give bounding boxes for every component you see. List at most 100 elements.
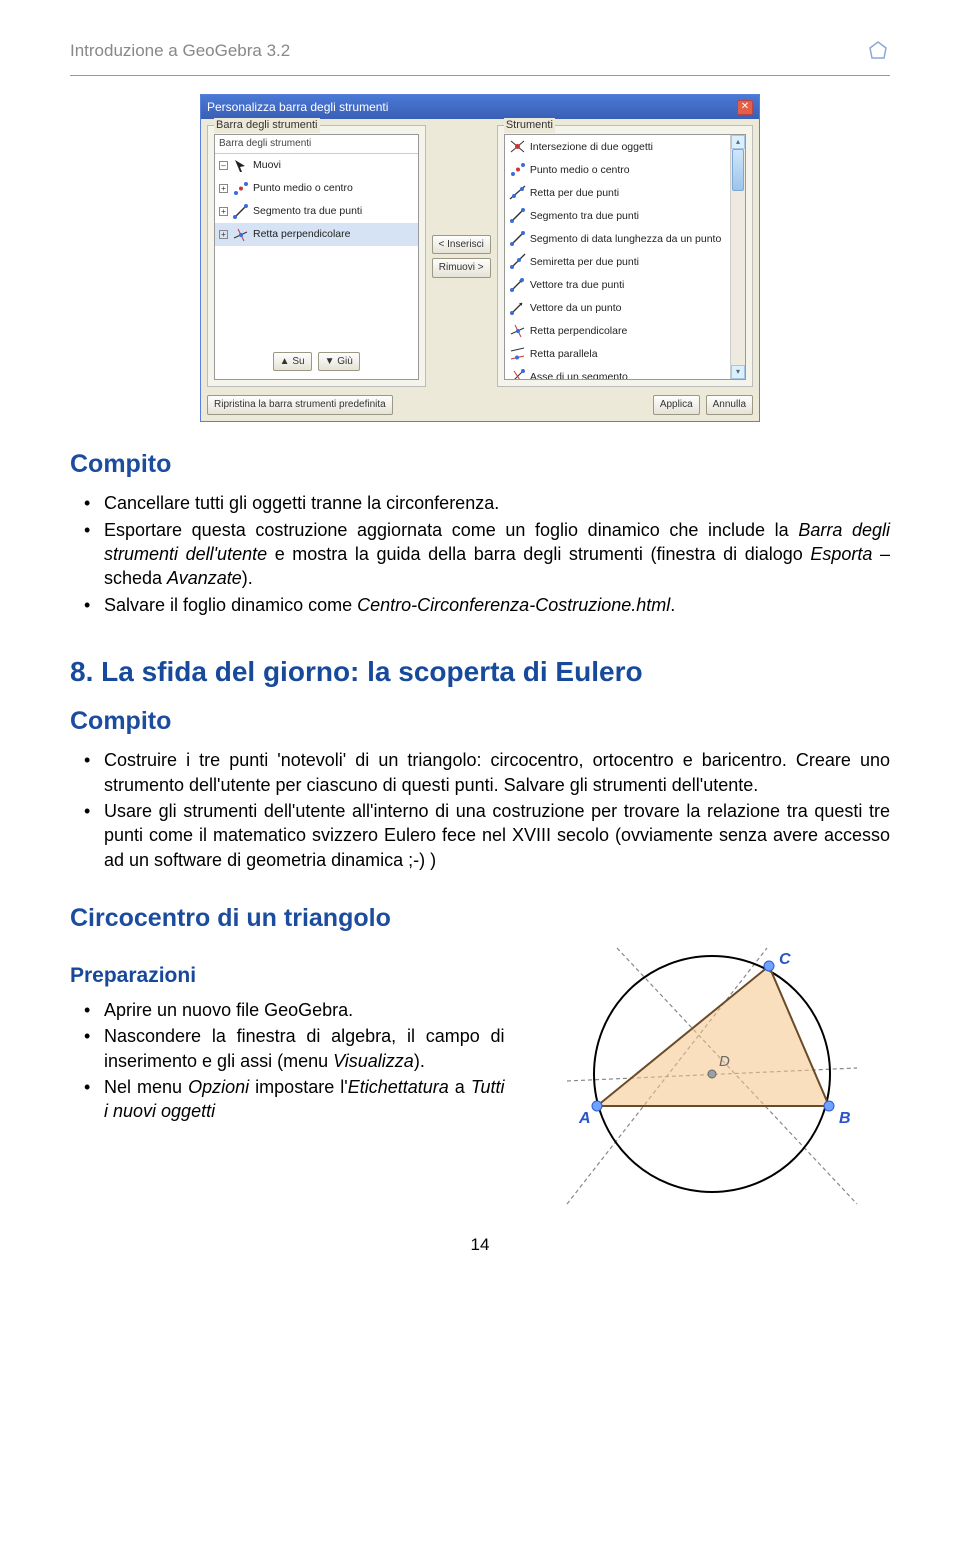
expand-icon[interactable]: – [219,161,228,170]
expand-icon[interactable]: + [219,207,228,216]
col-right: A B C D [535,946,891,1206]
page-header: Introduzione a GeoGebra 3.2 [70,40,890,76]
text: Salvare il foglio dinamico come [104,595,357,615]
nav-buttons: ▲ Su ▼ Giù [215,352,418,372]
text: Esporta [810,544,872,564]
left-panel-legend: Barra degli strumenti [214,118,320,133]
tree-item-selected[interactable]: + Retta perpendicolare [215,223,418,246]
right-item-label: Asse di un segmento [530,370,628,381]
point-b [824,1101,834,1111]
expand-icon[interactable]: + [219,184,228,193]
mid-buttons: < Inserisci Rimuovi > [430,235,493,278]
segment-tool-icon [232,203,249,220]
text: . [670,595,675,615]
right-list: Intersezione di due oggetti Punto medio o… [505,135,745,380]
scrollbar[interactable]: ▴ ▾ [730,135,745,379]
tool-icon [509,322,526,339]
page-number: 14 [70,1234,890,1257]
tree-item[interactable]: + Segmento tra due punti [215,200,418,223]
point-a [592,1101,602,1111]
right-list-item[interactable]: Punto medio o centro [505,158,745,181]
tree-item-label: Segmento tra due punti [253,204,362,218]
right-list-item[interactable]: Retta per due punti [505,181,745,204]
right-item-label: Retta per due punti [530,186,619,200]
expand-icon[interactable]: + [219,230,228,239]
tree-item-label: Punto medio o centro [253,181,353,195]
section-heading-euler: 8. La sfida del giorno: la scoperta di E… [70,653,890,691]
up-button[interactable]: ▲ Su [273,352,312,372]
point-c [764,961,774,971]
text: Visualizza [333,1051,414,1071]
text: Centro-Circonferenza-Costruzione.html [357,595,670,615]
header-logo-icon [866,40,890,71]
right-list-item[interactable]: Asse di un segmento [505,365,745,380]
list-item: Salvare il foglio dinamico come Centro-C… [104,593,890,617]
restore-button[interactable]: Ripristina la barra strumenti predefinit… [207,395,393,415]
dialog-footer: Ripristina la barra strumenti predefinit… [201,391,759,421]
bullet-list-3: Aprire un nuovo file GeoGebra. Nasconder… [70,998,505,1123]
text: ). [414,1051,425,1071]
right-list-item[interactable]: Intersezione di due oggetti [505,135,745,158]
right-panel: Strumenti Intersezione di due oggettiPun… [497,125,753,387]
close-icon[interactable]: ✕ [737,100,753,115]
tool-icon [509,253,526,270]
right-list-item[interactable]: Segmento tra due punti [505,204,745,227]
right-list-item[interactable]: Vettore da un punto [505,296,745,319]
insert-button[interactable]: < Inserisci [432,235,491,255]
scroll-thumb[interactable] [732,149,744,191]
right-list-item[interactable]: Retta perpendicolare [505,319,745,342]
tool-icon [509,207,526,224]
text: Nel menu [104,1077,188,1097]
right-item-label: Retta perpendicolare [530,324,627,338]
right-item-label: Punto medio o centro [530,163,630,177]
tree-item-label: Retta perpendicolare [253,227,350,241]
apply-button[interactable]: Applica [653,395,700,415]
bullet-list-2: Costruire i tre punti 'notevoli' di un t… [70,748,890,871]
cancel-button[interactable]: Annulla [706,395,753,415]
right-list-item[interactable]: Retta parallela [505,342,745,365]
right-panel-legend: Strumenti [504,118,555,133]
right-item-label: Vettore da un punto [530,301,622,315]
section-heading-circocentro: Circocentro di un triangolo [70,902,890,936]
right-list-item[interactable]: Semiretta per due punti [505,250,745,273]
bullet-list-1: Cancellare tutti gli oggetti tranne la c… [70,491,890,616]
down-button[interactable]: ▼ Giù [318,352,360,372]
section-heading-compito-1: Compito [70,448,890,482]
tree-item[interactable]: – Muovi [215,154,418,177]
right-item-label: Vettore tra due punti [530,278,625,292]
circumcircle-diagram: A B C D [557,946,867,1206]
dialog-body: Barra degli strumenti Barra degli strume… [201,119,759,391]
text: Opzioni [188,1077,249,1097]
left-panel: Barra degli strumenti Barra degli strume… [207,125,426,387]
right-item-label: Semiretta per due punti [530,255,639,269]
text: Avanzate [167,568,242,588]
tree-item-label: Muovi [253,158,281,172]
prep-heading: Preparazioni [70,962,505,990]
point-d [708,1070,716,1078]
list-item: Aprire un nuovo file GeoGebra. [104,998,505,1022]
tree-item[interactable]: + Punto medio o centro [215,177,418,200]
midpoint-tool-icon [232,180,249,197]
move-tool-icon [232,157,249,174]
right-list-item[interactable]: Vettore tra due punti [505,273,745,296]
tool-icon [509,138,526,155]
section-heading-compito-2: Compito [70,705,890,739]
text: Etichettatura [348,1077,449,1097]
col-left: Preparazioni Aprire un nuovo file GeoGeb… [70,946,505,1206]
dialog-screenshot: Personalizza barra degli strumenti ✕ Bar… [70,94,890,422]
text: Aprire un nuovo file GeoGebra. [104,1000,353,1020]
text: Usare gli strumenti dell'utente all'inte… [104,801,890,870]
tool-icon [509,161,526,178]
scroll-down-icon[interactable]: ▾ [731,365,745,379]
label-d: D [719,1053,730,1070]
list-item: Cancellare tutti gli oggetti tranne la c… [104,491,890,515]
text: Costruire i tre punti 'notevoli' di un t… [104,750,890,794]
text: ). [242,568,253,588]
remove-button[interactable]: Rimuovi > [432,258,491,278]
right-list-item[interactable]: Segmento di data lunghezza da un punto [505,227,745,250]
dialog-title-text: Personalizza barra degli strumenti [207,99,388,115]
scroll-up-icon[interactable]: ▴ [731,135,745,149]
tool-icon [509,345,526,362]
text: Esportare questa costruzione aggiornata … [104,520,798,540]
right-item-label: Segmento tra due punti [530,209,639,223]
